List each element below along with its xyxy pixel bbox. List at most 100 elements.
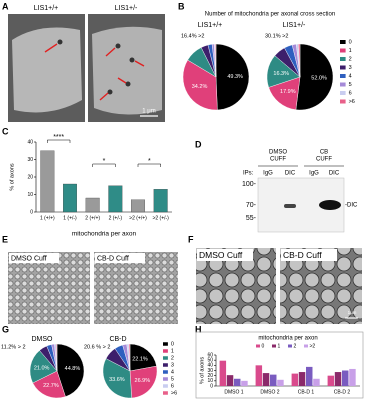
bar (298, 372, 306, 386)
significance-bracket (47, 139, 71, 143)
pie-slice (182, 59, 218, 111)
legend-label: 0 (171, 341, 174, 347)
y-tick-label: 0 (30, 209, 33, 215)
y-tick-label: 20 (27, 174, 33, 180)
bar (85, 197, 100, 213)
chart-title: mitochondria per axon (258, 336, 317, 342)
legend-swatch (340, 65, 346, 70)
panel-title: Number of mitochondria per axonal cross … (205, 12, 335, 18)
pie-slice (128, 343, 131, 372)
image-label: CB-D Cuff (97, 255, 129, 262)
label-background (197, 249, 253, 261)
legend-label: 1 (171, 348, 174, 354)
y-tick-label: 30 (27, 157, 33, 163)
bar (277, 379, 284, 386)
bar (342, 370, 349, 386)
legend-label: 2 (349, 56, 352, 62)
lane-label: IgG (309, 171, 319, 177)
significance-label: * (103, 158, 106, 165)
x-tick-label: 1 (+/-) (63, 215, 77, 221)
legend-swatch (163, 363, 168, 367)
x-tick-label: DMSO 2 (260, 389, 279, 395)
bar (270, 374, 277, 386)
legend-swatch (340, 48, 346, 53)
panel-letter: G (2, 324, 9, 334)
pie-slice (295, 43, 334, 111)
panel-frame (195, 331, 364, 399)
legend-swatch (340, 74, 346, 78)
legend-label: 4 (171, 369, 174, 375)
legend-swatch (272, 344, 276, 348)
bar (153, 189, 168, 213)
legend-label: 5 (349, 82, 352, 88)
x-tick-label: 2 (+/-) (109, 215, 123, 221)
bar (255, 365, 263, 386)
value-label: 16.3% (273, 71, 289, 77)
value-label: 52.0% (311, 76, 327, 82)
label-background (9, 253, 59, 263)
bar (108, 185, 123, 213)
panel-letter: F (188, 234, 194, 244)
value-label: 26.9% (135, 378, 151, 384)
significance-label: **** (53, 134, 64, 141)
pie-slice (129, 365, 158, 399)
legend-label: 4 (349, 73, 352, 79)
legend-swatch (163, 349, 168, 353)
y-tick-label: 40 (27, 139, 33, 145)
bar (131, 199, 145, 213)
label-background (281, 249, 337, 261)
legend-swatch (304, 344, 308, 348)
annotation: 30.1% >2 (265, 33, 288, 39)
y-tick-label: 40 (207, 363, 213, 369)
bar (234, 378, 241, 386)
legend-swatch (163, 377, 168, 381)
x-tick-label: 1 (+/+) (40, 215, 55, 221)
annotation: 16.4% >2 (181, 33, 204, 39)
panel-letter: A (2, 1, 9, 11)
bar (291, 373, 299, 386)
legend-label: 3 (171, 362, 174, 368)
x-tick-label: DMSO 1 (224, 389, 243, 395)
legend-label: >2 (310, 343, 316, 349)
x-tick-label: CB-D 1 (298, 389, 315, 395)
y-tick-label: 10 (207, 378, 213, 384)
legend-swatch (340, 82, 346, 87)
image-label: CB-D Cuff (283, 250, 322, 260)
panel-letter: H (195, 324, 202, 334)
legend-label: 2 (294, 343, 297, 349)
value-label: 33.6% (109, 377, 125, 383)
pie-title: LIS1+/- (283, 22, 306, 29)
ip-label: IPs: (243, 171, 254, 177)
bar (241, 380, 248, 386)
legend-label: 3 (349, 65, 352, 71)
legend-label: 1 (278, 343, 281, 349)
legend-swatch (340, 57, 346, 61)
legend-label: >6 (349, 99, 355, 105)
pie-title: LIS1+/+ (198, 22, 223, 29)
bar (306, 366, 313, 386)
bar (349, 368, 356, 386)
significance-bracket (137, 163, 161, 167)
group-label: DMSO (269, 150, 287, 156)
significance-bracket (92, 163, 116, 167)
legend-swatch (288, 344, 292, 348)
image-label: LIS1+/- (115, 5, 138, 12)
x-tick-label: 2 (+/+) (85, 215, 100, 221)
micrograph (8, 252, 90, 324)
value-label: 44.8% (65, 366, 81, 372)
y-tick-label: 0 (210, 383, 213, 389)
y-tick-label: 30 (207, 368, 213, 374)
legend-swatch (163, 342, 168, 346)
micrograph (94, 252, 178, 324)
pie-slice (102, 358, 132, 399)
panel-letter: E (2, 234, 8, 244)
pie-slice (129, 343, 157, 372)
pie-title: DMSO (32, 336, 54, 343)
legend-label: 0 (262, 343, 265, 349)
x-tick-label: >2 (+/-) (152, 215, 169, 221)
pie-slice (55, 343, 58, 372)
value-label: 22.1% (132, 356, 148, 362)
value-label: 17.9% (280, 89, 296, 95)
legend-swatch (163, 384, 168, 388)
